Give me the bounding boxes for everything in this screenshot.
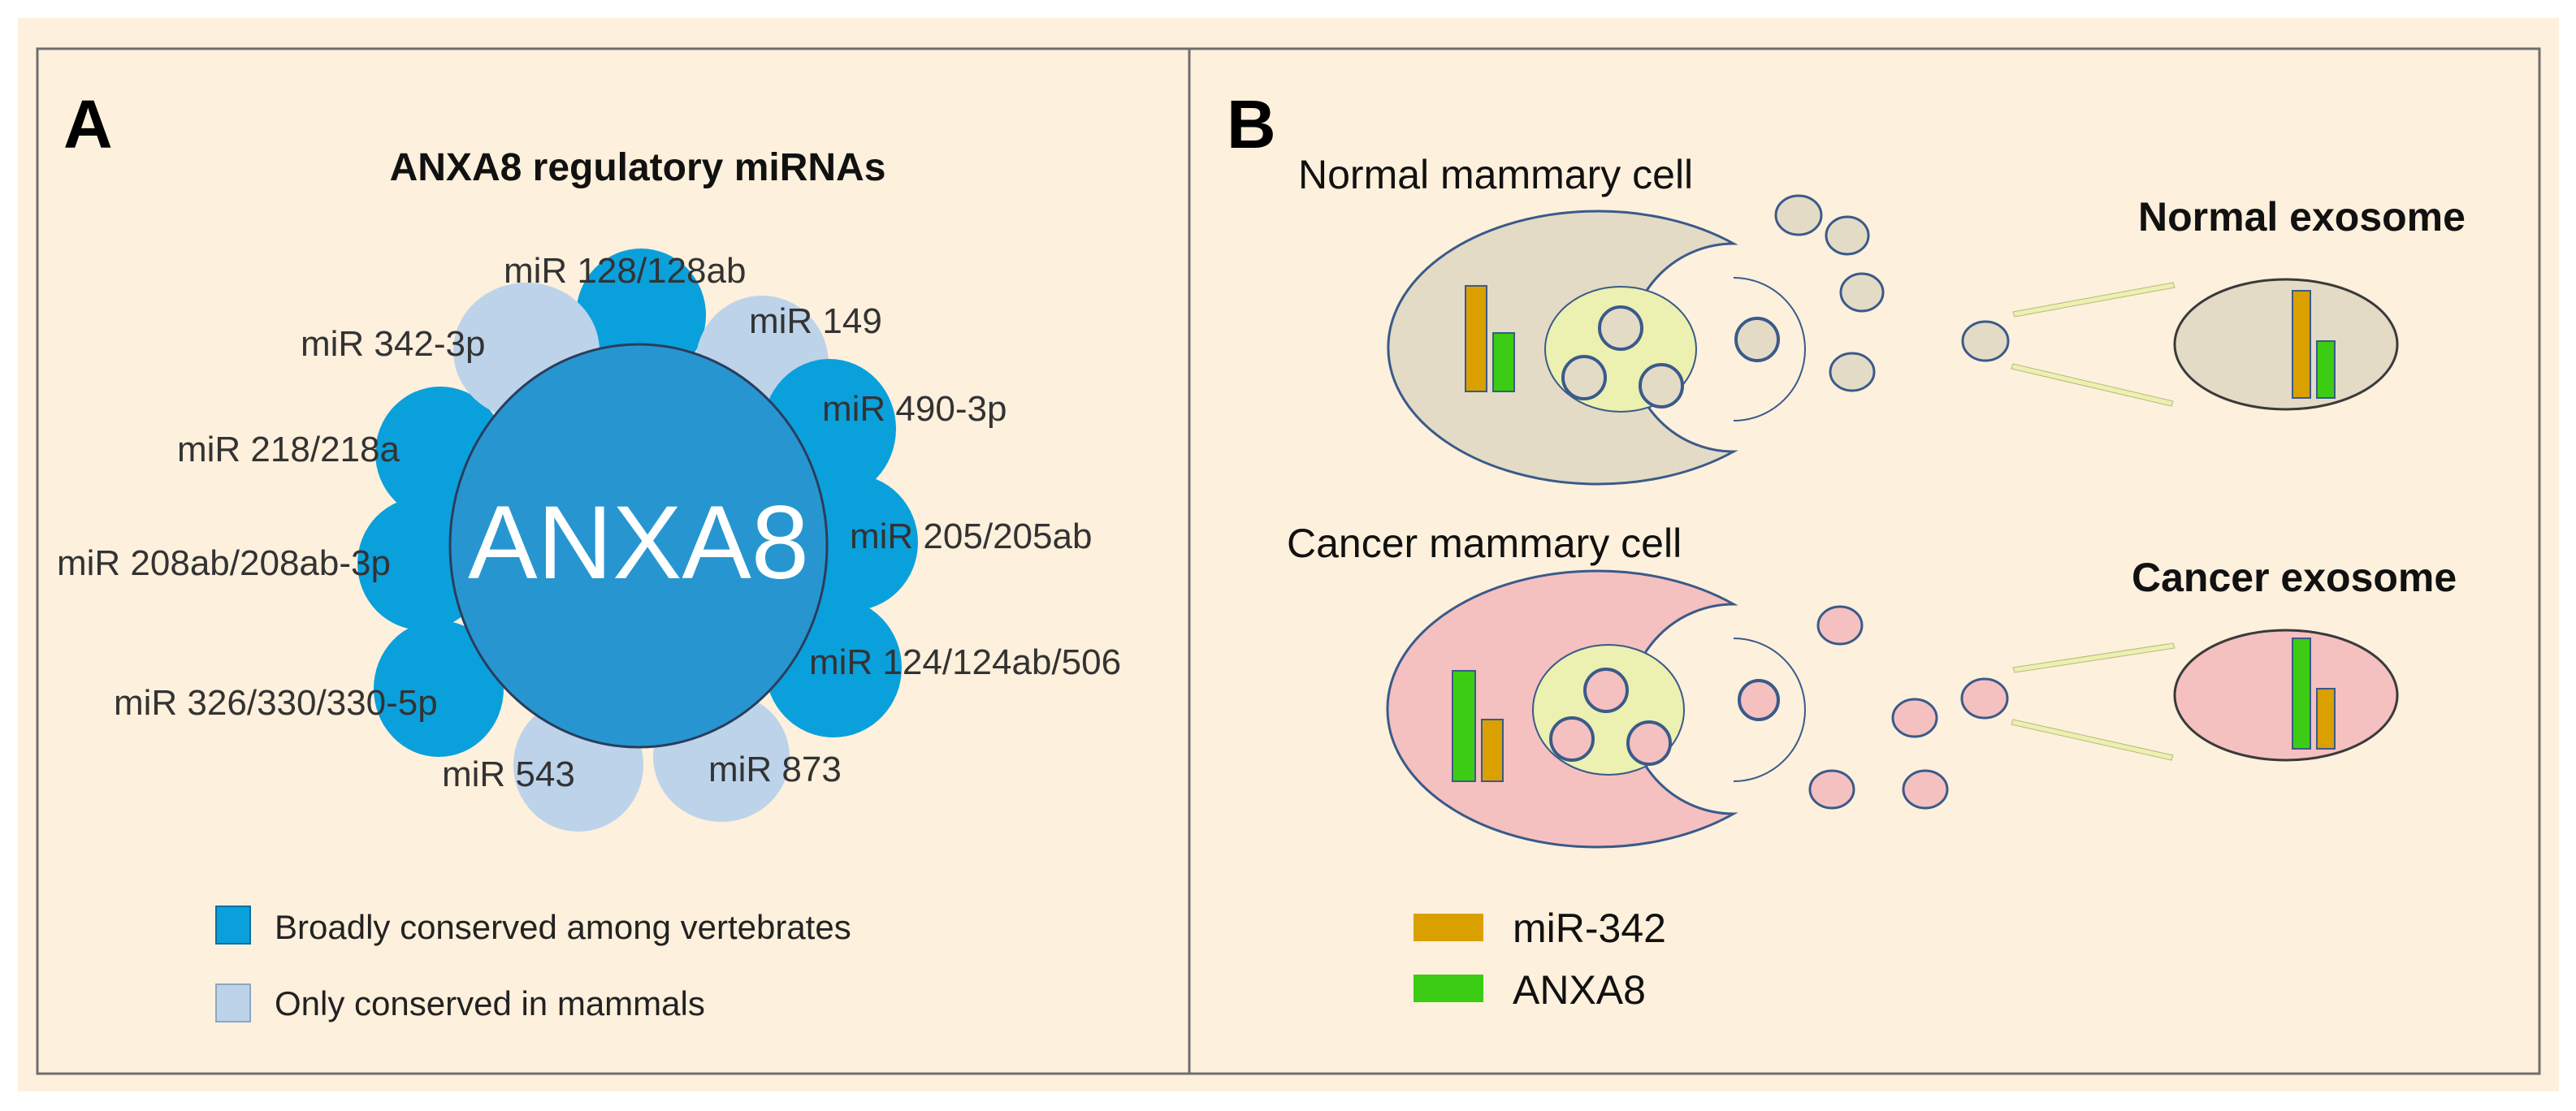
mirna-label: miR 873 [708, 750, 842, 789]
cancer-exosome [2173, 629, 2399, 762]
normal-released-vesicle [1829, 352, 1876, 392]
mirna-petal [374, 620, 504, 757]
legend-label-anxa8: ANXA8 [1513, 967, 1646, 1013]
cancer-released-vesicle [1808, 769, 1855, 810]
panel-b-legend: miR-342 ANXA8 [1414, 906, 1666, 1013]
cancer-bar-anxa8 [1452, 670, 1476, 782]
cancer-budding-vesicle [1733, 638, 1806, 782]
legend-label-mammal: Only conserved in mammals [275, 984, 705, 1022]
panel-a: A ANXA8 regulatory miRNAs ANXA8 miR 128/… [36, 47, 1191, 1075]
legend-label-mir342: miR-342 [1513, 906, 1666, 951]
normal-exosome [2173, 278, 2399, 411]
normal-zoom-line [2011, 363, 2174, 407]
mirna-label: miR 124/124ab/506 [809, 642, 1121, 682]
mirna-label: miR 342-3p [301, 324, 485, 364]
cancer-zoom-line [2012, 642, 2176, 673]
normal-zoom-line [2012, 282, 2176, 318]
mirna-label: miR 128/128ab [504, 251, 746, 291]
normal-bar-anxa8 [1492, 332, 1515, 392]
normal-released-vesicle [1825, 215, 1870, 256]
mirna-label: miR 208ab/208ab-3p [57, 543, 391, 583]
cancer-released-vesicle [1738, 679, 1780, 721]
cancer-inner-vesicle [1626, 720, 1672, 766]
normal-budding-vesicle [1733, 277, 1806, 421]
mirna-labels: miR 128/128ab miR 149 miR 490-3p miR 205… [57, 251, 1121, 794]
normal-exosome-title: Normal exosome [2138, 194, 2466, 240]
panel-a-title: ANXA8 regulatory miRNAs [390, 146, 886, 189]
normal-released-vesicle [1734, 317, 1780, 362]
panel-b: B Normal mammary cell Normal exosome Can… [1188, 47, 2541, 1075]
normal-inner-vesicle [1639, 363, 1684, 409]
panel-b-frame [1188, 47, 2541, 1075]
normal-row [1387, 194, 2399, 486]
anxa8-center [448, 343, 829, 749]
normal-released-vesicle [1839, 272, 1885, 313]
cancer-released-vesicle [1816, 605, 1864, 646]
panel-a-legend: Broadly conserved among vertebrates Only… [215, 906, 851, 1022]
legend-swatch-mammal [215, 983, 251, 1022]
cancer-row [1386, 569, 2399, 849]
legend-swatch-broad [215, 906, 251, 945]
cancer-inner-vesicle [1549, 716, 1595, 762]
cancer-exosome-title: Cancer exosome [2132, 555, 2457, 600]
mirna-label: miR 490-3p [822, 389, 1007, 429]
cancer-bar-mir342 [1481, 719, 1504, 782]
anxa8-center-label: ANXA8 [468, 485, 809, 601]
panel-a-letter: A [63, 86, 113, 162]
cancer-cell-title: Cancer mammary cell [1287, 521, 1682, 566]
normal-released-vesicle [1774, 194, 1823, 236]
mirna-label: miR 543 [442, 754, 575, 794]
cancer-zoom-line [2011, 719, 2174, 761]
normal-inner-vesicle [1598, 305, 1643, 351]
legend-swatch-mir342 [1414, 914, 1483, 941]
cancer-exosome-bar-mir342 [2316, 688, 2336, 750]
normal-bar-mir342 [1465, 285, 1487, 392]
legend-swatch-anxa8 [1414, 975, 1483, 1002]
cancer-exosome-bar-anxa8 [2292, 638, 2311, 750]
normal-inner-vesicle [1561, 355, 1607, 400]
panel-b-letter: B [1227, 86, 1276, 162]
mirna-label: miR 149 [749, 301, 882, 341]
mirna-label: miR 326/330/330-5p [114, 683, 438, 723]
cancer-released-vesicle [1960, 677, 2009, 720]
mirna-label: miR 205/205ab [850, 517, 1092, 556]
mirna-label: miR 218/218a [177, 430, 400, 469]
normal-exosome-bar-mir342 [2292, 290, 2311, 399]
normal-cell-title: Normal mammary cell [1298, 152, 1693, 197]
normal-exosome-bar-anxa8 [2316, 340, 2336, 399]
normal-released-vesicle [1961, 320, 2010, 362]
cancer-released-vesicle [1891, 698, 1938, 738]
legend-label-broad: Broadly conserved among vertebrates [275, 908, 851, 946]
cancer-released-vesicle [1902, 769, 1949, 810]
cancer-inner-vesicle [1583, 668, 1629, 713]
